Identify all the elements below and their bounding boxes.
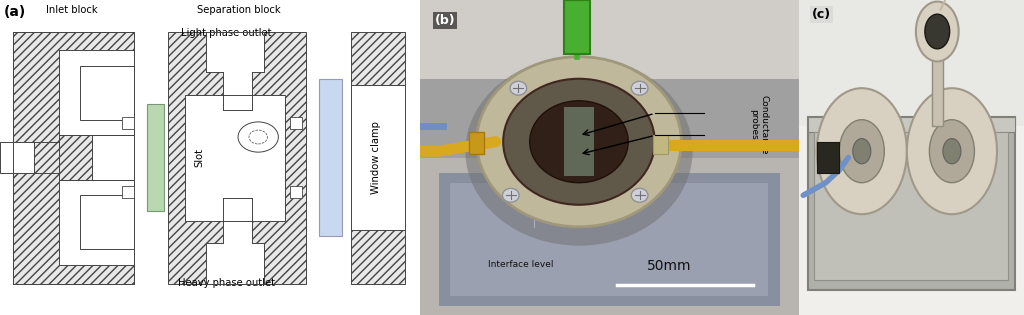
Circle shape [853, 139, 870, 164]
Circle shape [925, 14, 949, 49]
Bar [469, 132, 484, 154]
Text: Conductance
probes: Conductance probes [750, 95, 769, 154]
Bar [122, 186, 134, 198]
Bar [319, 79, 342, 236]
Text: Interface level: Interface level [488, 260, 554, 269]
Bar [814, 132, 1009, 280]
Bar [147, 104, 164, 211]
Circle shape [943, 139, 961, 164]
Circle shape [477, 57, 681, 227]
Bar [222, 63, 252, 110]
Bar [168, 32, 306, 284]
Bar [58, 50, 134, 135]
Bar [808, 117, 1015, 132]
Bar [350, 230, 406, 284]
Circle shape [907, 88, 997, 214]
Bar [653, 135, 668, 154]
Bar [206, 243, 264, 284]
Bar [564, 107, 594, 176]
Text: Inlet block: Inlet block [46, 5, 98, 15]
Circle shape [465, 57, 692, 246]
Circle shape [529, 101, 629, 183]
Text: Heavy phase outlet: Heavy phase outlet [178, 278, 275, 288]
Circle shape [510, 81, 526, 95]
Bar [206, 32, 264, 72]
Bar [350, 85, 406, 230]
Bar [350, 32, 406, 85]
Bar [0, 142, 34, 173]
Bar [420, 79, 799, 158]
Text: Inlet: Inlet [6, 146, 16, 169]
Circle shape [631, 81, 648, 95]
Circle shape [503, 188, 519, 202]
Bar [58, 180, 134, 265]
Bar [122, 117, 134, 129]
Text: (c): (c) [812, 8, 831, 21]
Circle shape [817, 88, 907, 214]
Bar [80, 195, 134, 249]
Bar [12, 32, 134, 284]
Text: Media: Media [152, 142, 161, 173]
Text: Separation block: Separation block [198, 5, 281, 15]
Bar [451, 183, 768, 296]
Circle shape [840, 120, 885, 183]
Text: Slot: Slot [195, 148, 205, 167]
Bar [184, 94, 286, 220]
Circle shape [631, 188, 648, 202]
Text: (b): (b) [435, 14, 456, 27]
Bar [80, 66, 134, 120]
Bar [92, 135, 134, 180]
Circle shape [238, 122, 279, 152]
Bar [420, 0, 799, 88]
Bar [290, 117, 302, 129]
Bar [932, 38, 943, 126]
Bar [799, 0, 1024, 126]
Text: Window: Window [326, 138, 336, 177]
Text: Light phase outlet: Light phase outlet [181, 28, 272, 38]
Bar [564, 0, 590, 54]
Bar [222, 198, 252, 246]
Text: (a): (a) [4, 5, 27, 19]
Bar [438, 173, 780, 306]
Circle shape [503, 79, 654, 205]
Text: Window clamp: Window clamp [371, 121, 381, 194]
Bar [817, 142, 840, 173]
Text: 50mm: 50mm [647, 259, 691, 273]
Circle shape [915, 2, 958, 61]
Bar [290, 186, 302, 198]
Circle shape [930, 120, 975, 183]
Bar [808, 117, 1015, 290]
